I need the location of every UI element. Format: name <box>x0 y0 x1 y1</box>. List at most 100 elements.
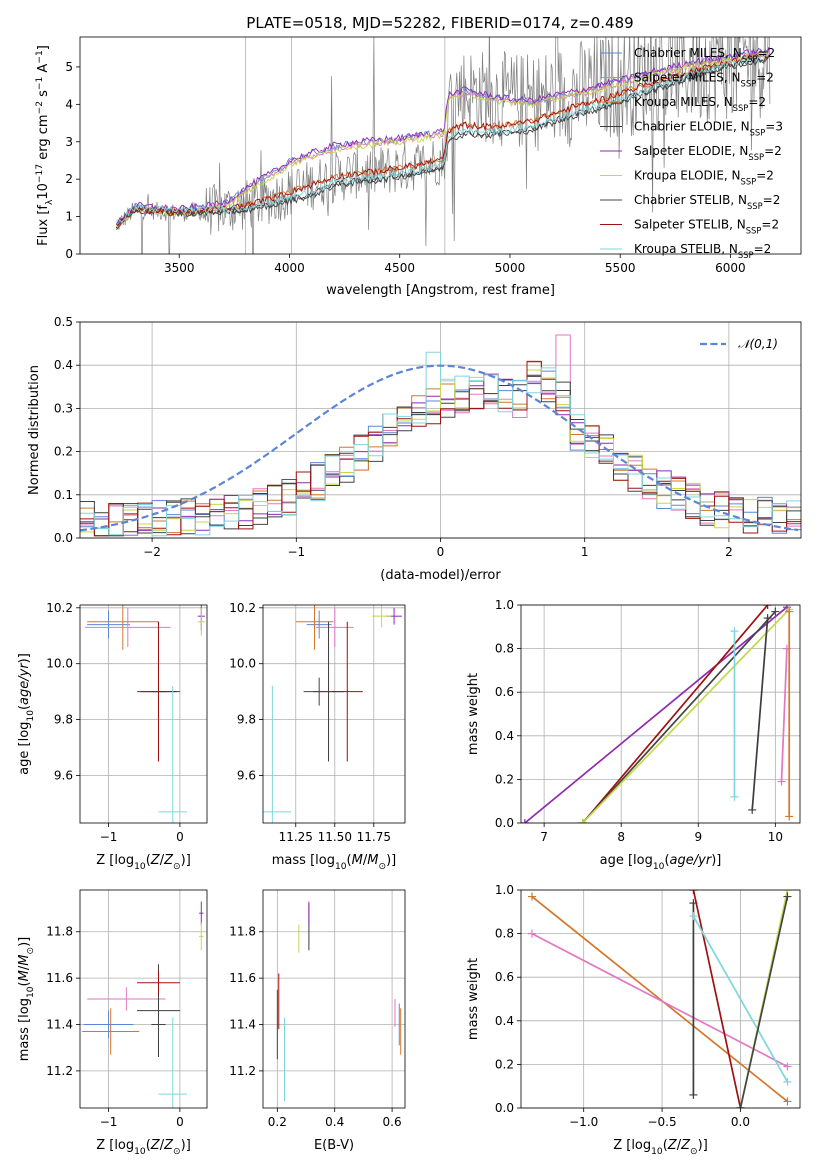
legend: Chabrier MILES, NSSP=2 Salpeter MILES, NS… <box>600 46 783 260</box>
weight-marker <box>763 605 772 609</box>
x-tick-label: 5000 <box>495 261 526 275</box>
y-tick-label: 0.2 <box>495 772 514 786</box>
legend-entry: Chabrier MILES, NSSP=2 <box>634 46 775 64</box>
x-tick-label: 0.4 <box>325 1115 344 1129</box>
scatter-plot <box>263 605 402 823</box>
weight-segment <box>780 648 788 782</box>
weight-line <box>578 605 772 823</box>
x-tick-label: 4000 <box>274 261 305 275</box>
y-tick-label: 0.2 <box>54 445 73 459</box>
axes-frame <box>262 889 406 1109</box>
error-point <box>197 607 205 636</box>
x-axis-label: wavelength [Angstrom, rest frame] <box>326 283 555 298</box>
legend-entry: Salpeter STELIB, NSSP=2 <box>634 218 779 236</box>
y-tick-label: 2 <box>65 172 73 186</box>
weight-line <box>527 929 792 1071</box>
residuals-plot <box>80 334 801 537</box>
weight-marker <box>748 805 757 814</box>
y-axis-label: Flux [fλ10−17 erg cm−2 s−1 A−1] <box>35 45 55 246</box>
x-tick-label: 6000 <box>715 261 746 275</box>
x-tick-label: −1 <box>100 1115 118 1129</box>
x-tick-label: 0 <box>176 830 184 844</box>
weight-vs-age-panel: 7 8 9 10 0.0 0.2 0.4 0.6 0.8 1.0 age [log10(age/yr… <box>466 598 801 872</box>
weight-marker <box>783 1097 792 1106</box>
y-tick-label: 11.6 <box>46 971 73 985</box>
x-tick-label: 11.25 <box>279 830 313 844</box>
y-tick-label: 0.2 <box>495 1057 514 1071</box>
y-tick-label: 3 <box>65 135 73 149</box>
y-tick-label: 11.4 <box>229 1018 256 1032</box>
mass-vs-Z-panel: −1 0 11.2 11.4 11.6 11.8 Z [log10(Z/Z⊙)] mass [… <box>17 889 208 1157</box>
weight-marker <box>777 777 786 786</box>
histogram-salpeter-stelib <box>80 361 801 537</box>
error-point <box>199 922 204 951</box>
y-tick-label: 10.2 <box>46 601 73 615</box>
x-tick-label: 0.0 <box>731 1115 750 1129</box>
x-axis-label: (data-model)/error <box>380 568 501 583</box>
y-tick-label: 10.0 <box>46 657 73 671</box>
weight-line <box>689 890 745 1108</box>
residuals-panel: −2 −1 0 1 2 0.0 0.1 0.2 0.3 0.4 0.5 (data-model)/er… <box>27 315 802 583</box>
weight-line <box>578 605 794 823</box>
x-tick-label: 0 <box>176 1115 184 1129</box>
x-tick-label: 0.2 <box>268 1115 287 1129</box>
x-axis-label: Z [log10(Z/Z⊙)] <box>96 853 191 872</box>
y-tick-label: 0 <box>65 247 73 261</box>
weight-segment <box>692 915 789 1083</box>
y-tick-label: 0.3 <box>54 401 73 415</box>
weight-line <box>521 605 791 823</box>
x-tick-label: 2 <box>725 545 733 559</box>
error-point <box>158 1017 188 1108</box>
legend-entry: Chabrier ELODIE, NSSP=3 <box>634 120 783 138</box>
x-axis-label: Z [log10(Z/Z⊙)] <box>96 1138 191 1157</box>
x-axis-label: Z [log10(Z/Z⊙)] <box>613 1138 708 1157</box>
y-tick-label: 0.4 <box>54 358 73 372</box>
error-point <box>82 1008 140 1055</box>
weight-segment <box>531 895 788 1103</box>
error-point <box>306 610 332 639</box>
y-tick-label: 11.6 <box>229 971 256 985</box>
error-point <box>140 621 177 762</box>
scatter-plot <box>84 605 205 823</box>
weight-line <box>689 912 792 1086</box>
age-vs-Z-panel: −1 0 9.6 9.8 10.0 10.2 Z [log10(Z/Z⊙)] age [log… <box>17 601 208 872</box>
x-tick-label: −1 <box>287 545 305 559</box>
weight-marker <box>521 819 529 823</box>
weight-marker <box>763 614 772 623</box>
y-tick-label: 9.6 <box>54 768 73 782</box>
error-point <box>199 901 204 925</box>
x-tick-label: −1 <box>100 830 118 844</box>
scatter-plot <box>82 901 204 1108</box>
observed-spectrum <box>116 37 771 254</box>
spectrum-plot <box>115 37 771 254</box>
x-tick-label: 3500 <box>164 261 195 275</box>
y-tick-label: 0.0 <box>495 1101 514 1115</box>
axes-frame <box>520 604 801 824</box>
error-point <box>158 686 188 823</box>
weight-segment <box>739 896 789 1108</box>
axes-frame <box>520 889 801 1109</box>
y-tick-label: 1 <box>65 210 73 224</box>
y-tick-label: 9.8 <box>237 713 256 727</box>
x-tick-label: 11.75 <box>357 830 391 844</box>
weight-segment <box>692 890 742 1108</box>
weight-marker <box>527 892 536 901</box>
y-tick-label: 0.8 <box>495 642 514 656</box>
weight-marker <box>689 912 698 921</box>
legend-entry: Kroupa ELODIE, NSSP=2 <box>634 169 774 187</box>
x-tick-label: 8 <box>617 830 625 844</box>
legend-entry: Kroupa STELIB, NSSP=2 <box>634 242 771 260</box>
error-point <box>295 605 334 650</box>
weight-segment <box>582 608 790 823</box>
weight-marker <box>578 819 587 823</box>
error-point <box>303 677 335 706</box>
error-point <box>87 605 159 650</box>
weight-line <box>748 614 772 814</box>
x-axis-label: age [log10(age/yr)] <box>600 853 722 872</box>
y-tick-label: 0.8 <box>495 927 514 941</box>
y-tick-label: 1.0 <box>495 883 514 897</box>
weight-marker <box>689 890 698 894</box>
x-tick-label: 11.50 <box>318 830 352 844</box>
error-point <box>87 987 166 1011</box>
axes-frame <box>79 36 802 255</box>
